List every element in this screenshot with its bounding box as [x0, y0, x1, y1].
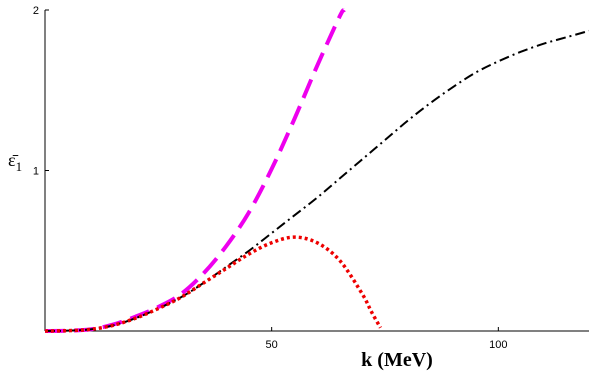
y-tick-label: 1 [33, 166, 39, 178]
chart-ticks: 50 100 1 2 [33, 5, 508, 351]
series-line-black [44, 29, 589, 332]
series-line-red [44, 235, 382, 333]
x-axis-title: k (MeV) [361, 349, 433, 371]
y-axis-title: ε̄1 [8, 150, 22, 174]
chart-series [44, 8, 589, 333]
series-line-magenta [44, 8, 346, 333]
y-axis-title-sub: 1 [16, 159, 23, 174]
x-tick-label: 100 [489, 339, 507, 351]
y-axis-title-main: ε̄ [8, 150, 19, 170]
y-tick-label: 2 [33, 5, 39, 17]
x-tick-label: 50 [266, 339, 278, 351]
